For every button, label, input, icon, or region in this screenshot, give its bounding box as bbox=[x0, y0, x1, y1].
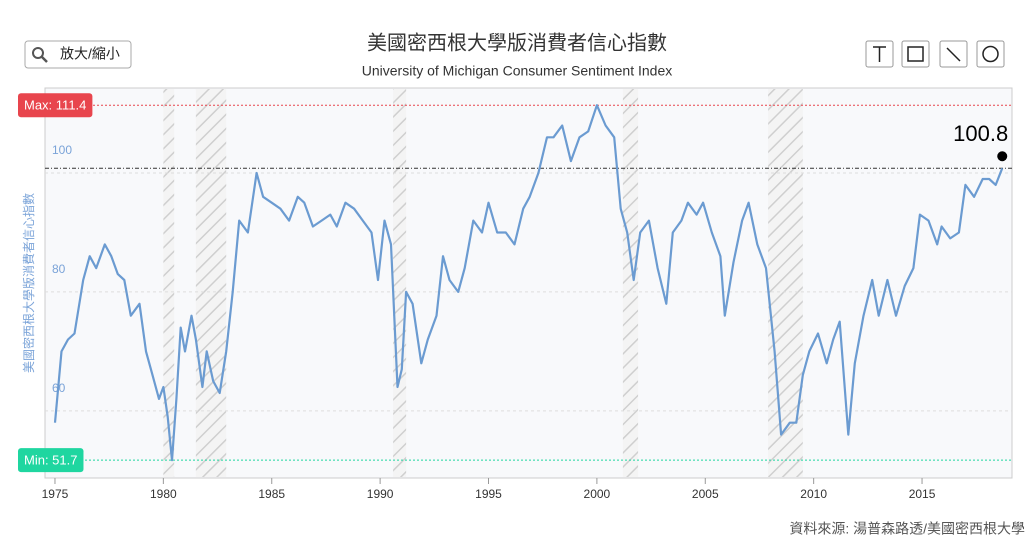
max-line-label: Max: 111.4 bbox=[18, 93, 93, 118]
x-tick-label: 1980 bbox=[150, 487, 177, 501]
min-line-box bbox=[18, 448, 84, 473]
y-tick-label: 80 bbox=[52, 262, 66, 276]
zoom-label: 放大/縮小 bbox=[60, 46, 120, 62]
x-tick-label: 1985 bbox=[258, 487, 285, 501]
x-tick-label: 1995 bbox=[475, 487, 502, 501]
x-tick-label: 2000 bbox=[584, 487, 611, 501]
tool-rect[interactable] bbox=[901, 40, 930, 68]
x-tick-label: 2015 bbox=[909, 487, 936, 501]
min-line-text: Min: 51.7 bbox=[24, 453, 77, 468]
shaded-period bbox=[393, 89, 407, 477]
data-line bbox=[53, 104, 1004, 462]
x-tick-label: 2010 bbox=[800, 487, 827, 501]
x-tick-label: 1975 bbox=[42, 487, 69, 501]
tool-circle[interactable] bbox=[976, 40, 1005, 68]
last-point bbox=[997, 151, 1008, 162]
y-tick-label: 100 bbox=[52, 143, 72, 157]
chart-subtitle: University of Michigan Consumer Sentimen… bbox=[362, 63, 672, 79]
source: 資料來源: 湯普森路透/美國密西根大學 bbox=[789, 521, 1025, 537]
shaded-period bbox=[163, 89, 175, 477]
y-axis-label: 美國密西根大學版消費者信心指數 bbox=[21, 193, 36, 373]
tool-text[interactable] bbox=[865, 40, 894, 68]
x-tick-label: 1990 bbox=[367, 487, 394, 501]
max-line-box bbox=[18, 93, 93, 118]
zoom-button[interactable]: 放大/縮小 bbox=[24, 40, 132, 69]
last-value-label: 100.8 bbox=[953, 121, 1008, 146]
tool-line[interactable] bbox=[939, 40, 968, 68]
max-line-text: Max: 111.4 bbox=[24, 98, 86, 113]
plot-area bbox=[44, 87, 1013, 479]
shaded-period bbox=[195, 89, 227, 477]
shaded-period bbox=[622, 89, 639, 477]
x-tick-label: 2005 bbox=[692, 487, 719, 501]
min-line-label: Min: 51.7 bbox=[18, 448, 84, 473]
chart-title: 美國密西根大學版消費者信心指數 bbox=[367, 31, 667, 54]
